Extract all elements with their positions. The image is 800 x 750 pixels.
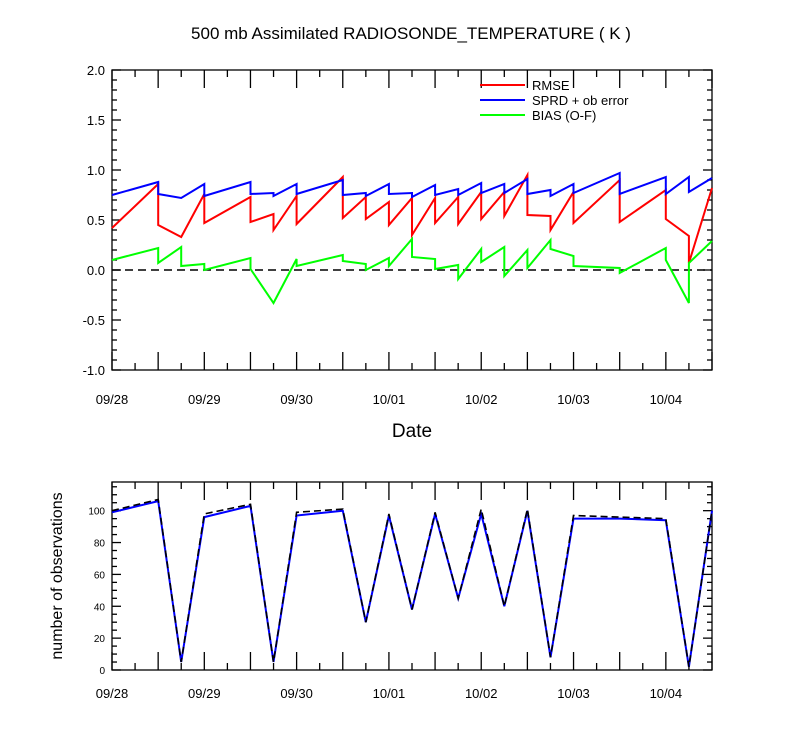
- x-tick-label: 09/28: [96, 392, 129, 407]
- legend-label: BIAS (O-F): [532, 108, 596, 123]
- x-tick-label: 09/28: [96, 686, 129, 701]
- series-line-observations-dashed: [111, 498, 713, 667]
- x-tick-label: 10/03: [557, 686, 590, 701]
- plot-frame: [111, 481, 713, 671]
- y-tick-label: 60: [94, 570, 106, 581]
- series-line-sprd-ob-error: [111, 171, 713, 200]
- bottom-plot: 0 20 40 60 80 100 09/28 09/29 09/30 10/01 10/02 10/…: [88, 481, 713, 701]
- x-tick-label: 10/04: [650, 686, 683, 701]
- y-tick-label: 0.5: [87, 213, 105, 228]
- x-tick-label: 09/29: [188, 686, 221, 701]
- legend-label: SPRD + ob error: [532, 93, 629, 108]
- x-tick-label: 10/01: [373, 392, 406, 407]
- x-tick-label: 10/02: [465, 392, 498, 407]
- x-tick-label: 10/04: [650, 392, 683, 407]
- series-line-observations-solid: [111, 499, 713, 667]
- y-tick-label: 20: [94, 634, 106, 645]
- x-tick-label: 10/02: [465, 686, 498, 701]
- top-plot: -1.0 -0.5 0.0 0.5 1.0 1.5 2.0 09/28 09/29 09/30 10…: [83, 63, 713, 407]
- y-axis-label-observations: number of observations: [49, 492, 66, 659]
- x-tick-label: 09/30: [280, 686, 313, 701]
- y-tick-label: 2.0: [87, 63, 105, 78]
- series-line-bias-o-f: [111, 236, 713, 305]
- x-tick-label: 09/30: [280, 392, 313, 407]
- x-tick-label: 10/03: [557, 392, 590, 407]
- y-tick-label: 0: [99, 666, 105, 677]
- y-tick-label: -1.0: [83, 363, 105, 378]
- x-axis-label: Date: [392, 421, 432, 442]
- y-tick-label: 1.0: [87, 163, 105, 178]
- y-tick-label: -0.5: [83, 313, 105, 328]
- y-tick-label: 40: [94, 602, 106, 613]
- legend-label: RMSE: [532, 78, 570, 93]
- y-tick-label: 80: [94, 539, 106, 550]
- x-tick-label: 10/01: [373, 686, 406, 701]
- x-tick-label: 09/29: [188, 392, 221, 407]
- chart-title: 500 mb Assimilated RADIOSONDE_TEMPERATUR…: [191, 24, 631, 43]
- y-tick-label: 1.5: [87, 113, 105, 128]
- y-tick-label: 0.0: [87, 263, 105, 278]
- series-line-rmse: [111, 171, 713, 264]
- y-tick-label: 100: [88, 507, 105, 518]
